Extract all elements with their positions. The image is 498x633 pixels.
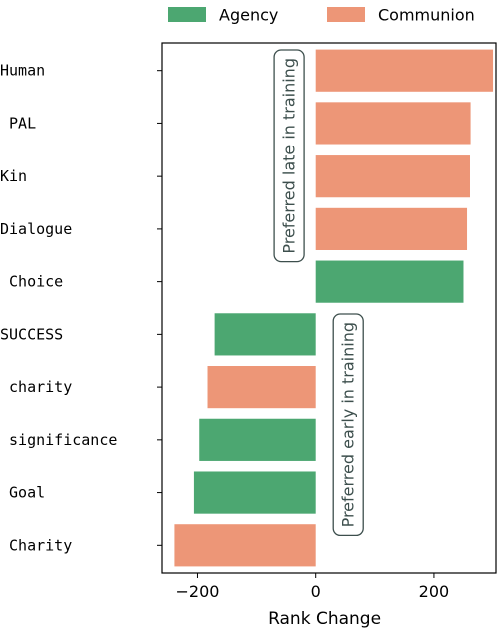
y-tick-label: Charity xyxy=(0,536,72,554)
bar-pal xyxy=(315,102,471,145)
x-axis-label: Rank Change xyxy=(268,609,381,629)
legend-label-agency: Agency xyxy=(219,6,278,25)
legend-label-communion: Communion xyxy=(378,6,475,25)
annotation-early: Preferred early in training xyxy=(332,313,364,537)
y-tick-label: Kin xyxy=(0,167,27,185)
bar-kin xyxy=(315,155,470,198)
y-tick-label: significance xyxy=(0,431,117,449)
bar-success xyxy=(214,313,316,356)
bar-charity xyxy=(174,524,316,567)
bar-significance xyxy=(199,418,316,461)
annotation-late: Preferred late in training xyxy=(273,49,305,263)
y-tick-label: Choice xyxy=(0,273,63,291)
y-tick-label: SUCCESS xyxy=(0,325,63,343)
y-tick-label: PAL xyxy=(0,114,36,132)
annotation-box xyxy=(273,49,305,263)
bar-charity xyxy=(207,366,316,409)
legend-swatch-communion xyxy=(327,7,365,22)
bar-dialogue xyxy=(315,207,468,250)
y-tick-label: Goal xyxy=(0,484,45,502)
x-tick-label: 0 xyxy=(311,582,321,601)
annotation-text: Preferred early in training xyxy=(339,322,358,527)
y-tick-label: charity xyxy=(0,378,72,396)
bar-human xyxy=(315,49,494,92)
y-tick-label: Dialogue xyxy=(0,220,72,238)
plot-frame xyxy=(161,42,497,574)
legend-swatch-agency xyxy=(168,7,206,22)
bar-choice xyxy=(315,260,464,303)
x-tick-label: −200 xyxy=(175,582,219,601)
y-tick-label: Human xyxy=(0,62,45,80)
annotation-box xyxy=(332,313,364,537)
x-tick-label: 200 xyxy=(419,582,450,601)
bar-goal xyxy=(193,471,316,514)
annotation-text: Preferred late in training xyxy=(280,58,299,254)
